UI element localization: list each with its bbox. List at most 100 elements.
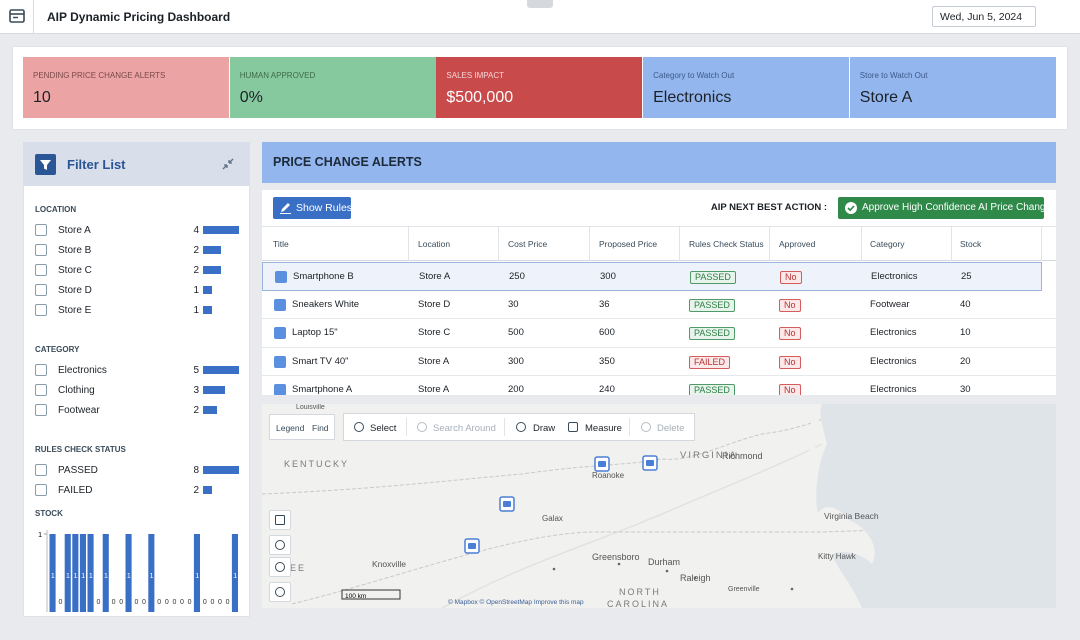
cell: 36 [599, 298, 610, 310]
cell: 240 [599, 384, 615, 395]
city-dot [617, 562, 621, 566]
kpi-label: HUMAN APPROVED [239, 71, 316, 80]
city-dot [552, 567, 556, 571]
tool-divider [504, 418, 505, 436]
filter-icon [35, 154, 56, 175]
checkbox[interactable] [35, 404, 47, 416]
map-label: Greensboro [592, 552, 640, 562]
approved-tag: No [779, 384, 801, 395]
table-row[interactable]: Smart TV 40" Store A 300 350 FAILED No Electro… [262, 348, 1056, 376]
filter-header [23, 142, 250, 186]
panel-button[interactable]: Legend [276, 423, 305, 433]
drag-handle[interactable] [527, 0, 553, 8]
cell: Smartphone B [293, 271, 354, 282]
stock-bar [148, 534, 155, 612]
map-water [816, 404, 1056, 608]
section-label: RULES CHECK STATUS [35, 445, 126, 454]
date-input[interactable]: Wed, Jun 5, 2024 [932, 6, 1036, 27]
item-name: Footwear [58, 405, 100, 416]
table-row[interactable]: Smartphone A Store A 200 240 PASSED No Electro… [262, 376, 1056, 395]
cell: 30 [960, 384, 971, 395]
map-label: SEE [282, 563, 306, 573]
map-control[interactable] [269, 535, 291, 555]
stock-value: 1 [150, 573, 154, 580]
tool-button[interactable]: Search Around [433, 423, 496, 434]
check-icon [845, 202, 857, 214]
alerts-body: Title Location Cost Price Proposed Price Rul… [262, 190, 1056, 395]
tool-button[interactable]: Delete [657, 423, 685, 434]
count-bar [203, 246, 221, 254]
cell: 500 [508, 327, 524, 338]
show-rules-button[interactable]: Show Rules [273, 197, 353, 219]
show-rules-text: Show Rules [296, 202, 353, 214]
count-bar [203, 366, 239, 374]
kpi-card: Store to Watch Out Store A [849, 57, 1056, 118]
stock-value: 0 [172, 599, 176, 606]
map-control[interactable] [269, 557, 291, 577]
table-row[interactable]: Sneakers White Store D 30 36 PASSED No Footwea… [262, 291, 1056, 319]
checkbox[interactable] [35, 224, 47, 236]
next-action-label: AIP NEXT BEST ACTION : [710, 202, 827, 213]
checkbox[interactable] [35, 464, 47, 476]
map-label: CAROLINA [607, 599, 669, 608]
column-divider [408, 226, 409, 261]
item-name: Store A [58, 225, 91, 236]
map-control[interactable] [269, 510, 291, 530]
count-bar [203, 486, 212, 494]
stock-bar [125, 534, 132, 612]
section-label: CATEGORY [35, 345, 80, 354]
checkbox[interactable] [35, 364, 47, 376]
cell: 300 [508, 355, 524, 367]
approve-button[interactable]: Approve High Confidence AI Price Changes [838, 197, 1056, 219]
checkbox[interactable] [35, 284, 47, 296]
map-control[interactable] [269, 582, 291, 602]
stock-value: 0 [180, 599, 184, 606]
item-count: 8 [193, 465, 199, 476]
stock-value: 0 [218, 599, 222, 606]
approved-tag: No [779, 298, 801, 312]
checkbox[interactable] [35, 484, 47, 496]
checkbox[interactable] [35, 304, 47, 316]
item-count: 5 [193, 365, 199, 376]
map-control-icon [275, 587, 285, 597]
checkbox[interactable] [35, 244, 47, 256]
kpi-label: Store to Watch Out [859, 71, 928, 80]
item-name: FAILED [58, 485, 93, 496]
cell: Electronics [870, 327, 917, 338]
cell: Store C [418, 327, 451, 338]
stock-value: 0 [203, 599, 207, 606]
kpi-value: 0% [239, 89, 263, 106]
tool-button[interactable]: Measure [585, 423, 622, 434]
app-icon[interactable] [0, 0, 34, 34]
map-label: Louisville [296, 404, 325, 411]
count-bar [203, 306, 212, 314]
status-tag: PASSED [689, 327, 735, 340]
table-row[interactable]: Smartphone B Store A 250 300 PASSED No Electro… [262, 262, 1042, 291]
tool-button[interactable]: Draw [533, 423, 556, 434]
stock-bar [87, 534, 94, 612]
cell: 600 [599, 327, 615, 338]
count-bar [203, 386, 225, 394]
collapse-icon[interactable] [220, 156, 236, 172]
checkbox[interactable] [35, 384, 47, 396]
stock-bar [72, 534, 79, 612]
item-count: 4 [193, 225, 199, 236]
table-row[interactable]: Laptop 15" Store C 500 600 PASSED No Electroni… [262, 319, 1056, 348]
column-header: Location [418, 239, 451, 249]
panel-button[interactable]: Find [312, 423, 329, 433]
map-label: VIRGINIA [680, 450, 738, 461]
stock-bar [49, 534, 56, 612]
item-name: Store C [58, 265, 92, 276]
cell: Store A [418, 384, 450, 395]
cell: Store A [418, 355, 450, 367]
column-divider [861, 226, 862, 261]
checkbox[interactable] [35, 264, 47, 276]
item-count: 1 [193, 285, 199, 296]
column-header: Category [870, 239, 905, 249]
count-bar [203, 266, 221, 274]
alerts-title: PRICE CHANGE ALERTS [273, 155, 422, 169]
tool-button[interactable]: Select [370, 423, 397, 434]
stock-value: 1 [104, 573, 108, 580]
